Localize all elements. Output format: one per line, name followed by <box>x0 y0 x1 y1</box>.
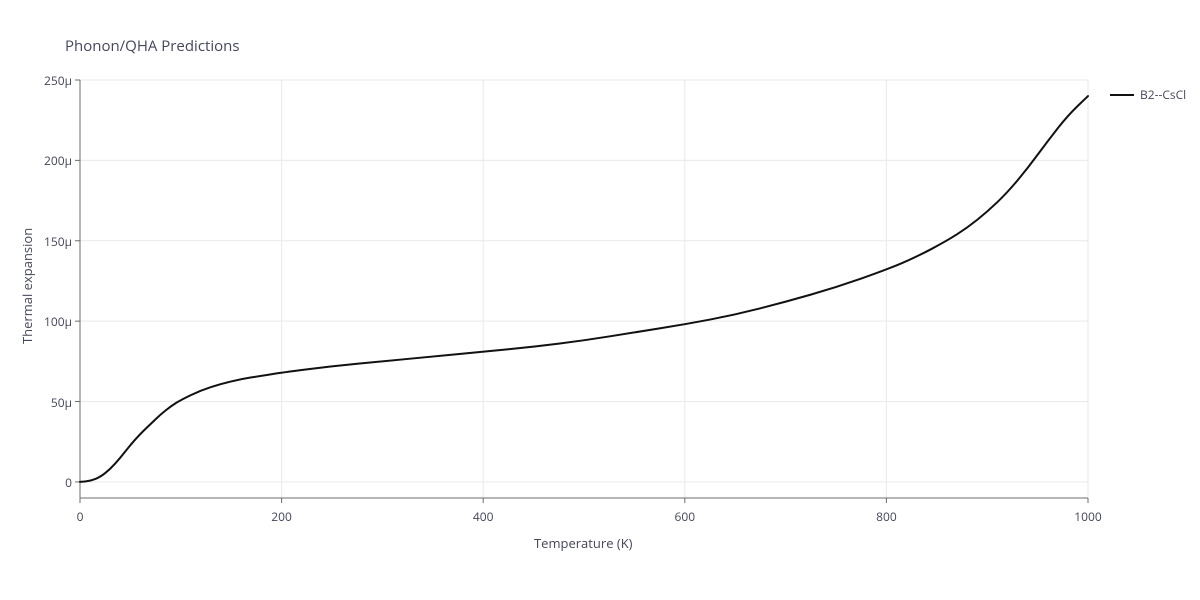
plot-area <box>80 80 1089 499</box>
x-tick-label: 800 <box>866 508 906 525</box>
legend: B2--CsCl <box>1110 86 1186 103</box>
x-tick-label: 0 <box>60 508 100 525</box>
chart-container: Phonon/QHA Predictions Thermal expansion… <box>0 0 1200 600</box>
x-axis-label: Temperature (K) <box>534 534 633 552</box>
legend-series-line <box>1110 94 1134 96</box>
y-tick-label: 50μ <box>30 394 72 411</box>
x-tick-label: 400 <box>463 508 503 525</box>
chart-title: Phonon/QHA Predictions <box>65 36 240 56</box>
y-tick-label: 200μ <box>30 152 72 169</box>
y-tick-label: 250μ <box>30 72 72 89</box>
y-tick-label: 150μ <box>30 233 72 250</box>
y-tick-label: 100μ <box>30 313 72 330</box>
y-tick-label: 0 <box>30 474 72 491</box>
x-tick-label: 200 <box>262 508 302 525</box>
series-line <box>80 96 1088 482</box>
x-tick-label: 1000 <box>1068 508 1108 525</box>
x-tick-label: 600 <box>665 508 705 525</box>
legend-series-label: B2--CsCl <box>1140 86 1186 103</box>
